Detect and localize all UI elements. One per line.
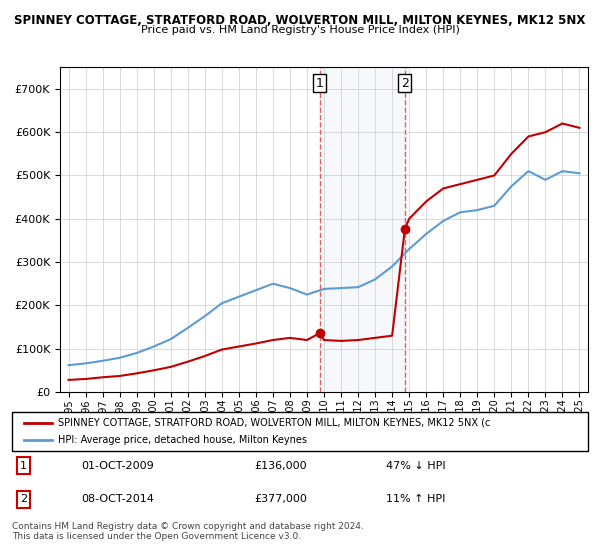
Text: 01-OCT-2009: 01-OCT-2009 bbox=[81, 460, 154, 470]
Text: HPI: Average price, detached house, Milton Keynes: HPI: Average price, detached house, Milt… bbox=[58, 435, 307, 445]
Text: 1: 1 bbox=[20, 460, 27, 470]
Text: £136,000: £136,000 bbox=[254, 460, 307, 470]
Text: £377,000: £377,000 bbox=[254, 494, 307, 504]
Text: 11% ↑ HPI: 11% ↑ HPI bbox=[386, 494, 446, 504]
Bar bbox=[320, 67, 405, 392]
FancyBboxPatch shape bbox=[12, 412, 588, 451]
Text: 1: 1 bbox=[316, 77, 323, 90]
Text: Contains HM Land Registry data © Crown copyright and database right 2024.
This d: Contains HM Land Registry data © Crown c… bbox=[12, 522, 364, 542]
Text: 08-OCT-2014: 08-OCT-2014 bbox=[81, 494, 154, 504]
Text: Price paid vs. HM Land Registry's House Price Index (HPI): Price paid vs. HM Land Registry's House … bbox=[140, 25, 460, 35]
Text: SPINNEY COTTAGE, STRATFORD ROAD, WOLVERTON MILL, MILTON KEYNES, MK12 5NX (c: SPINNEY COTTAGE, STRATFORD ROAD, WOLVERT… bbox=[58, 418, 490, 428]
Text: 2: 2 bbox=[20, 494, 27, 504]
Text: 2: 2 bbox=[401, 77, 409, 90]
Text: SPINNEY COTTAGE, STRATFORD ROAD, WOLVERTON MILL, MILTON KEYNES, MK12 5NX: SPINNEY COTTAGE, STRATFORD ROAD, WOLVERT… bbox=[14, 14, 586, 27]
Text: 47% ↓ HPI: 47% ↓ HPI bbox=[386, 460, 446, 470]
